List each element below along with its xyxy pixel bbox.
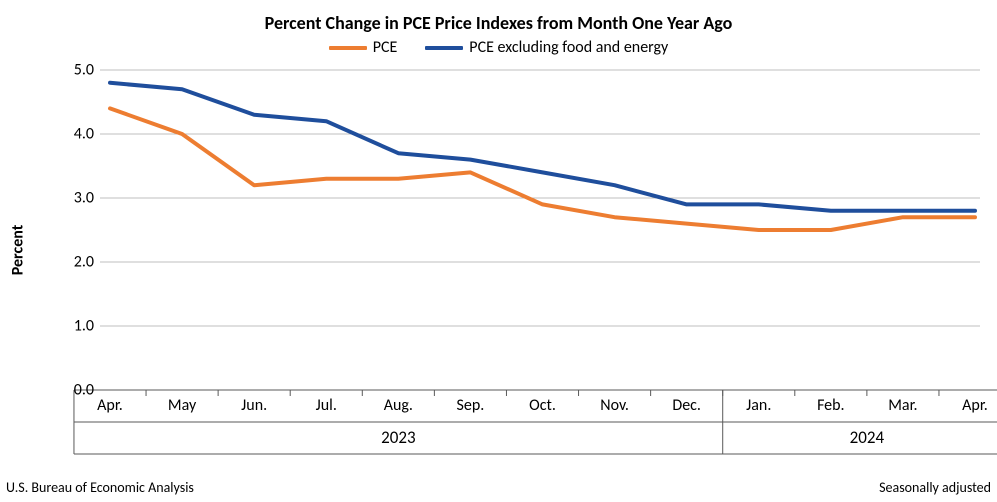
x-tick-month: Oct. xyxy=(529,396,556,415)
x-tick-month: Apr. xyxy=(97,396,123,415)
y-tick-label: 5.0 xyxy=(44,61,94,80)
x-tick-month: Dec. xyxy=(672,396,701,415)
y-tick-label: 1.0 xyxy=(44,317,94,336)
x-tick-month: Aug. xyxy=(384,396,413,415)
x-tick-month: May xyxy=(168,396,196,415)
footer-source: U.S. Bureau of Economic Analysis xyxy=(6,479,194,496)
x-tick-month: Jun. xyxy=(241,396,267,415)
y-tick-label: 4.0 xyxy=(44,125,94,144)
x-tick-year: 2024 xyxy=(850,427,884,448)
y-tick-label: 0.0 xyxy=(44,381,94,400)
y-tick-label: 3.0 xyxy=(44,189,94,208)
y-tick-label: 2.0 xyxy=(44,253,94,272)
chart-container: Percent Change in PCE Price Indexes from… xyxy=(0,0,997,502)
x-tick-month: Apr. xyxy=(962,396,988,415)
series-line xyxy=(110,83,975,211)
plot-area xyxy=(0,0,997,502)
x-tick-month: Jan. xyxy=(746,396,771,415)
x-tick-month: Nov. xyxy=(600,396,629,415)
footer-adjustment: Seasonally adjusted xyxy=(879,479,991,496)
x-tick-month: Sep. xyxy=(457,396,485,415)
x-tick-year: 2023 xyxy=(381,427,415,448)
x-tick-month: Mar. xyxy=(888,396,917,415)
x-tick-month: Jul. xyxy=(316,396,337,415)
x-tick-month: Feb. xyxy=(817,396,845,415)
